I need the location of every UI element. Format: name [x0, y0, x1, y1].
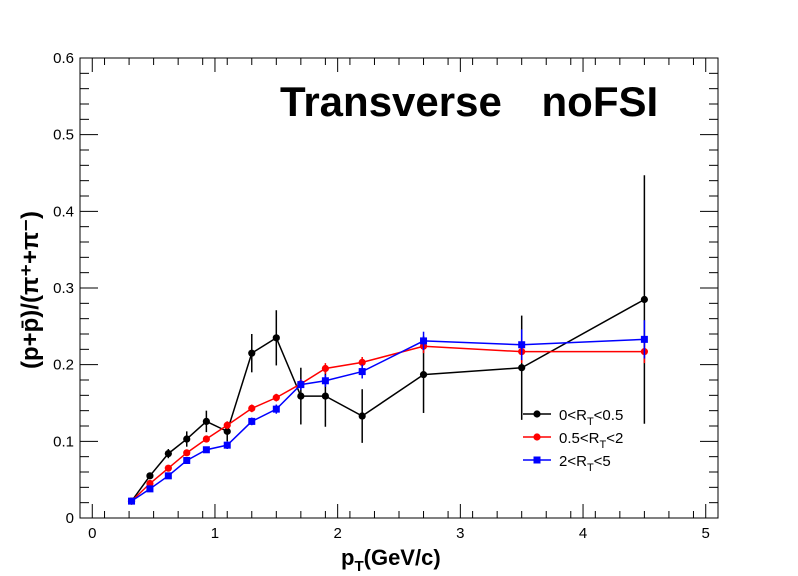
- x-tick-label: 4: [579, 525, 587, 542]
- series-2-point: [183, 457, 191, 464]
- series-0-point: [248, 349, 256, 357]
- legend-marker-0: [533, 410, 541, 418]
- series-1-point: [321, 364, 329, 373]
- series-0-point: [358, 412, 366, 420]
- legend-entry-2: 2<RT<5: [523, 453, 611, 474]
- chart-title-word-2: noFSI: [542, 78, 659, 125]
- series-1-point: [164, 464, 172, 472]
- x-tick-label: 1: [211, 525, 219, 542]
- series-0-point: [202, 417, 210, 425]
- series-2-point: [272, 405, 280, 413]
- y-tick-label: 0.5: [53, 127, 74, 144]
- series-2-point: [358, 368, 366, 376]
- series-2: [128, 320, 648, 505]
- x-axis-title: pT(GeV/c): [341, 545, 441, 575]
- series-1-line: [131, 345, 645, 502]
- legend-marker-1: [533, 433, 541, 441]
- x-axis-title-rest: (GeV/c): [364, 545, 441, 570]
- series-1-point: [183, 449, 191, 457]
- series-1-point: [358, 358, 366, 366]
- series-0-point: [518, 364, 526, 372]
- series-0-point: [321, 392, 329, 400]
- series-0-point: [183, 435, 191, 443]
- series-layer: [127, 175, 648, 505]
- series-2-point: [223, 441, 231, 449]
- y-axis-title: (p+p̄)/(π⁺+π⁻): [17, 211, 44, 369]
- x-tick-label: 5: [702, 525, 710, 542]
- x-tick-label: 3: [456, 525, 464, 542]
- series-0-line: [130, 298, 645, 502]
- chart-title-word-1: Transverse: [280, 78, 502, 125]
- series-1-point: [146, 479, 154, 488]
- series-2-point: [202, 446, 210, 454]
- x-tick-label: 2: [333, 525, 341, 542]
- series-1-point: [223, 421, 231, 429]
- series-0-point: [164, 450, 172, 458]
- x-axis-title-sub: T: [354, 558, 363, 575]
- legend: 0<RT<0.5 0.5<RT<2 2<RT<5: [523, 407, 623, 474]
- y-tick-label: 0.4: [53, 203, 74, 220]
- series-0-point: [223, 427, 231, 435]
- series-2-point: [640, 335, 648, 343]
- series-1-point: [272, 394, 280, 402]
- legend-label-0: 0<RT<0.5: [559, 407, 623, 428]
- series-0-point: [297, 392, 305, 400]
- y-tick-label: 0.1: [53, 433, 74, 450]
- y-tick-label: 0.3: [53, 280, 74, 297]
- legend-entry-0: 0<RT<0.5: [523, 407, 623, 428]
- series-1-point: [248, 404, 256, 412]
- x-tick-label: 0: [88, 525, 96, 542]
- series-2-point: [321, 377, 329, 385]
- series-2-point: [297, 381, 305, 389]
- legend-entry-1: 0.5<RT<2: [523, 430, 623, 451]
- series-2-point: [248, 417, 256, 425]
- series-0-point: [146, 472, 154, 480]
- legend-marker-2: [533, 456, 541, 464]
- series-1-point: [202, 435, 210, 443]
- series-2-point: [146, 485, 154, 493]
- x-axis-title-main: p: [341, 545, 354, 570]
- series-2-point: [128, 497, 136, 505]
- axis-ticks: 0 1 2 3 4 5 0 0.1 0.2 0.3 0.4 0.5 0.6: [53, 50, 719, 542]
- series-2-point: [164, 472, 172, 480]
- series-2-point: [420, 337, 428, 345]
- series-0-point: [419, 371, 428, 379]
- chart-title: Transverse noFSI: [280, 78, 658, 125]
- y-tick-label: 0: [66, 510, 74, 527]
- series-0-point: [272, 334, 280, 342]
- legend-label-1: 0.5<RT<2: [559, 430, 623, 451]
- legend-label-2: 2<RT<5: [559, 453, 611, 474]
- series-2-point: [518, 341, 526, 349]
- series-0-point: [640, 295, 648, 304]
- y-tick-label: 0.2: [53, 357, 74, 374]
- y-tick-label: 0.6: [53, 50, 74, 67]
